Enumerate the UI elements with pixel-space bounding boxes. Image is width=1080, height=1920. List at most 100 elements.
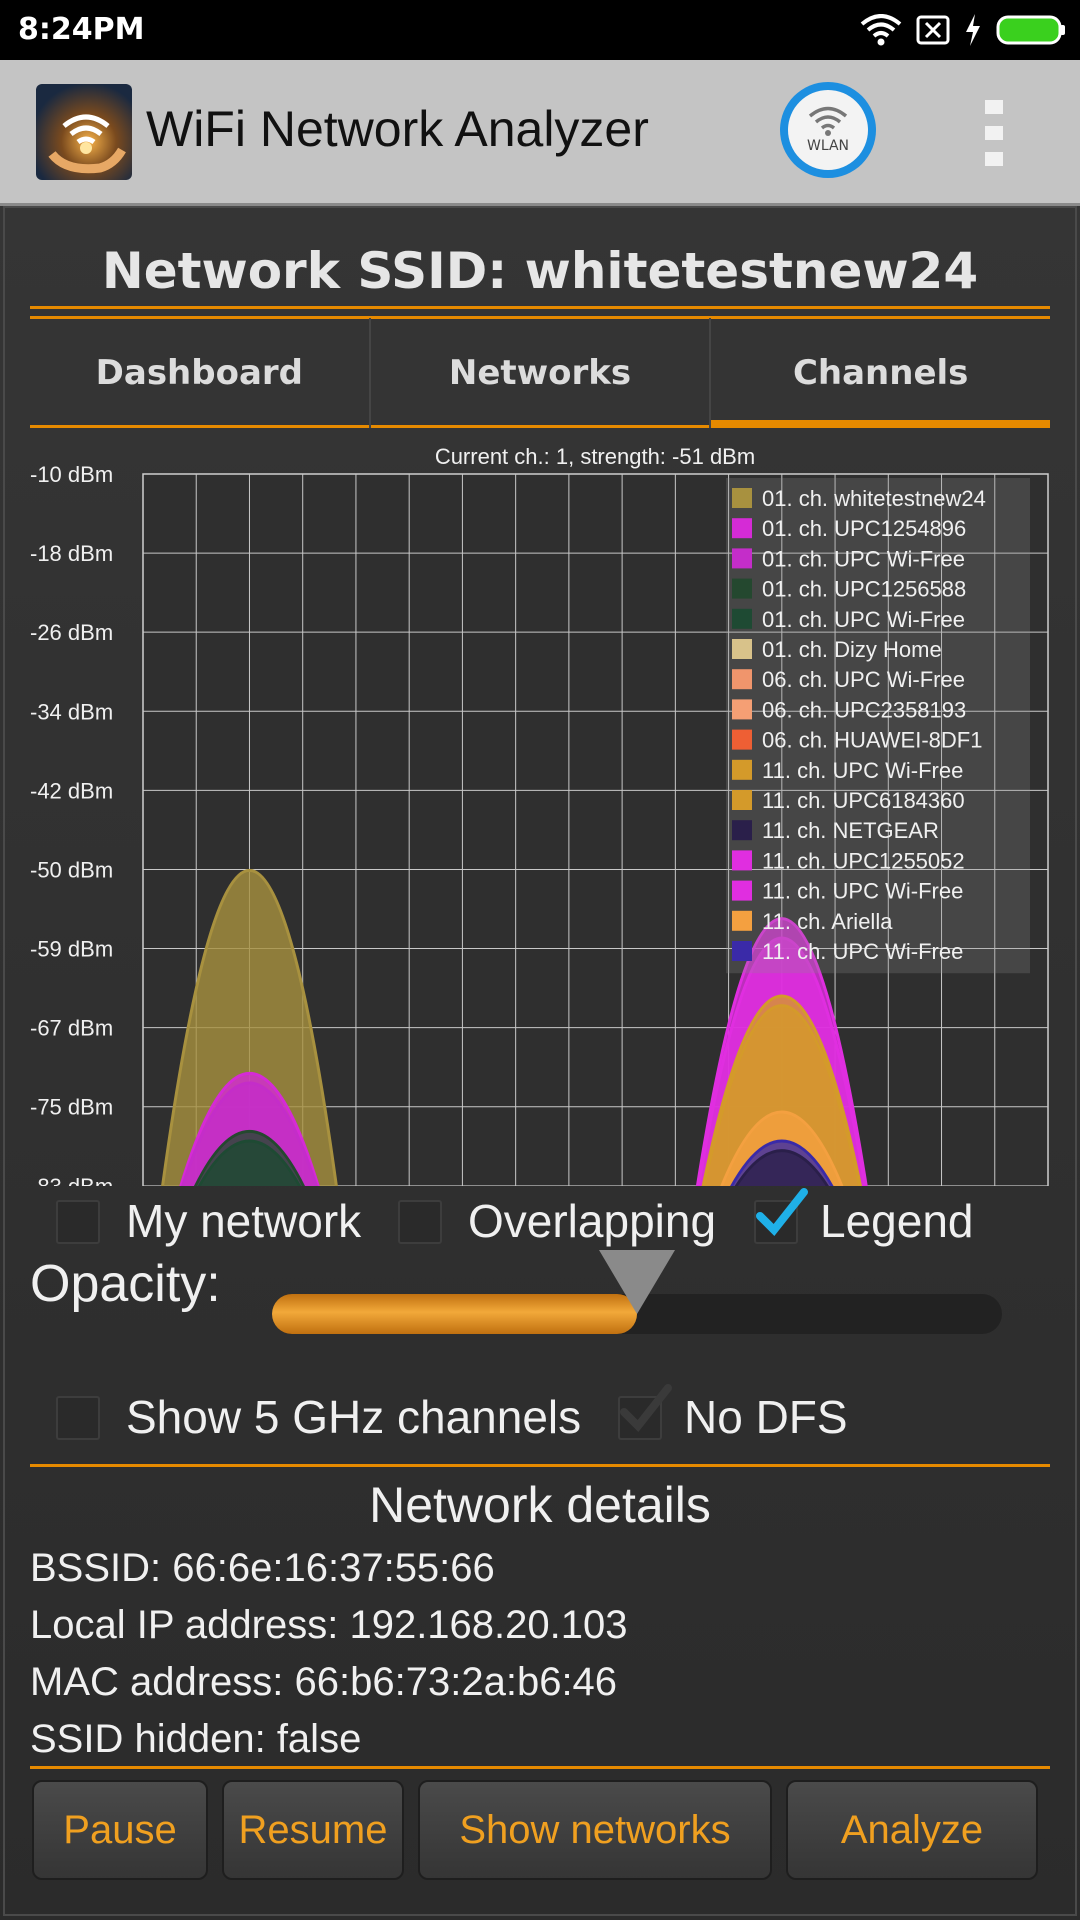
opacity-slider-fill	[272, 1294, 637, 1334]
legend-swatch	[732, 880, 752, 901]
pause-button[interactable]: Pause	[32, 1780, 208, 1880]
my-network-label: My network	[126, 1195, 362, 1247]
series-area	[197, 1139, 302, 1186]
legend-entry: 11. ch. UPC6184360	[762, 788, 965, 813]
divider	[30, 1766, 1050, 1769]
app-bar: WiFi Network Analyzer WLAN	[0, 60, 1080, 206]
tab-label: Networks	[448, 353, 632, 393]
tab-label: Dashboard	[95, 353, 304, 393]
legend-entry: 06. ch. HUAWEI-8DF1	[762, 728, 982, 753]
tab-channels[interactable]: Channels	[709, 318, 1051, 428]
checkmark-icon	[756, 1188, 808, 1237]
band-options-row: Show 5 GHz channels No DFS	[0, 1382, 1080, 1452]
y-tick-label: -67 dBm	[30, 1016, 113, 1041]
legend-entry: 01. ch. whitetestnew24	[762, 486, 986, 511]
legend-swatch	[732, 518, 752, 539]
wifi-icon	[808, 106, 848, 136]
no-dfs-checkbox[interactable]	[618, 1384, 672, 1440]
y-tick-label: -50 dBm	[30, 857, 113, 882]
series-area	[734, 1149, 830, 1186]
legend-swatch	[732, 790, 752, 810]
y-tick-label: -42 dBm	[30, 778, 113, 803]
legend-entry: 01. ch. UPC Wi-Free	[762, 546, 965, 571]
wlan-settings-button[interactable]: WLAN	[780, 82, 876, 178]
legend-entry: 01. ch. Dizy Home	[762, 637, 942, 662]
my-network-checkbox[interactable]	[56, 1200, 100, 1244]
legend-entry: 11. ch. UPC Wi-Free	[762, 758, 963, 783]
legend-box	[726, 478, 1030, 974]
opacity-slider[interactable]	[272, 1250, 1002, 1334]
opacity-label: Opacity:	[30, 1255, 221, 1313]
legend-swatch	[732, 699, 752, 720]
wlan-label: WLAN	[806, 138, 849, 154]
legend-entry: 01. ch. UPC Wi-Free	[762, 607, 965, 632]
status-icons	[860, 10, 1066, 50]
legend-label: Legend	[820, 1195, 974, 1247]
tab-bar: Dashboard Networks Channels	[30, 318, 1051, 428]
legend-entry: 11. ch. UPC1255052	[762, 848, 965, 873]
legend-swatch	[732, 820, 752, 841]
status-time: 8:24PM	[18, 12, 145, 47]
divider	[30, 1464, 1050, 1467]
legend-swatch	[732, 488, 752, 508]
legend-entry: 01. ch. UPC1256588	[762, 577, 966, 602]
kebab-dot	[985, 100, 1003, 114]
overlapping-checkbox[interactable]	[398, 1200, 442, 1244]
app-title: WiFi Network Analyzer	[146, 101, 649, 157]
tab-underline	[370, 425, 710, 428]
legend-entry: 11. ch. NETGEAR	[762, 818, 939, 843]
legend-swatch	[732, 910, 752, 931]
bssid-text: BSSID: 66:6e:16:37:55:66	[30, 1546, 495, 1590]
legend-entry: 01. ch. UPC1254896	[762, 516, 966, 541]
legend-swatch	[732, 759, 752, 780]
mac-address-text: MAC address: 66:b6:73:2a:b6:46	[30, 1660, 618, 1704]
chart-options-row: My network Overlapping Legend	[0, 1186, 1080, 1256]
legend-checkbox[interactable]	[754, 1188, 808, 1244]
no-sim-icon	[916, 15, 950, 45]
legend-swatch	[732, 578, 752, 599]
divider	[30, 316, 1050, 319]
content-frame	[3, 206, 1077, 1916]
local-ip-text: Local IP address: 192.168.20.103	[30, 1603, 628, 1647]
y-tick-label: -83 dBm	[30, 1174, 113, 1186]
app-logo	[36, 84, 132, 180]
legend-entry: 11. ch. UPC Wi-Free	[762, 879, 963, 904]
no-dfs-label: No DFS	[684, 1391, 848, 1443]
tab-label: Channels	[792, 353, 969, 393]
network-ssid-title: Network SSID: whitetestnew24	[101, 242, 979, 300]
wifi-hand-icon	[48, 114, 126, 174]
tab-networks[interactable]: Networks	[368, 318, 710, 428]
legend-swatch	[732, 548, 752, 569]
resume-button[interactable]: Resume	[222, 1780, 404, 1880]
overflow-menu-icon[interactable]	[985, 100, 1003, 166]
ssid-hidden-text: SSID hidden: false	[30, 1717, 362, 1755]
charging-bolt-icon	[966, 14, 980, 46]
wlan-button-face: WLAN	[788, 90, 868, 170]
status-bar: 8:24PM	[0, 0, 1080, 60]
y-tick-label: -26 dBm	[30, 620, 113, 645]
divider	[30, 306, 1050, 309]
opacity-slider-thumb[interactable]	[599, 1250, 675, 1314]
show-networks-button[interactable]: Show networks	[418, 1780, 772, 1880]
show-5ghz-checkbox[interactable]	[56, 1396, 100, 1440]
legend-entry: 11. ch. UPC Wi-Free	[762, 939, 963, 964]
y-tick-label: -75 dBm	[30, 1095, 113, 1120]
legend-swatch	[732, 850, 752, 871]
legend-entry: 06. ch. UPC Wi-Free	[762, 667, 965, 692]
show-5ghz-label: Show 5 GHz channels	[126, 1391, 582, 1443]
kebab-dot	[985, 152, 1003, 166]
y-tick-label: -18 dBm	[30, 541, 113, 566]
tab-dashboard[interactable]: Dashboard	[30, 318, 369, 428]
y-tick-label: -59 dBm	[30, 937, 113, 962]
tab-underline	[711, 420, 1051, 428]
kebab-dot	[985, 126, 1003, 140]
legend-swatch	[732, 669, 752, 690]
legend-swatch	[732, 639, 752, 659]
legend-swatch	[732, 608, 752, 629]
analyze-button[interactable]: Analyze	[786, 1780, 1038, 1880]
wifi-signal-icon	[860, 14, 902, 46]
series-area	[161, 869, 338, 1186]
legend-entry: 06. ch. UPC2358193	[762, 697, 966, 722]
legend-swatch	[732, 729, 752, 750]
overlapping-label: Overlapping	[468, 1195, 717, 1247]
